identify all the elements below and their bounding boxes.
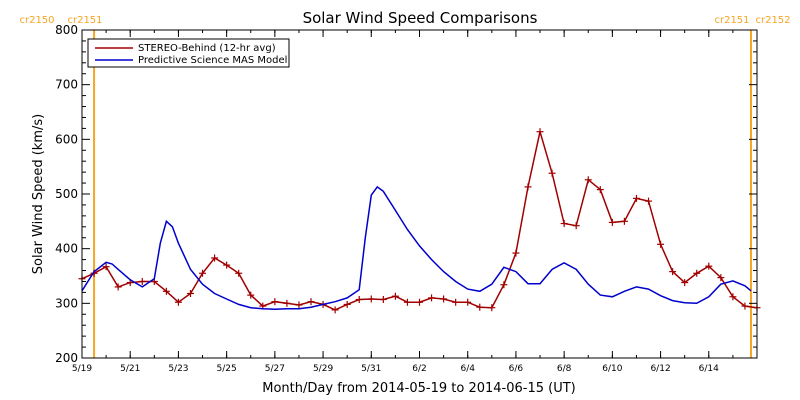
data-point-marker bbox=[391, 292, 399, 300]
data-point-marker bbox=[620, 217, 628, 225]
data-point-marker bbox=[500, 281, 508, 289]
data-point-marker bbox=[307, 298, 315, 306]
data-point-marker bbox=[138, 277, 146, 285]
data-point-marker bbox=[271, 298, 279, 306]
data-point-marker bbox=[741, 302, 749, 310]
y-axis-label: Solar Wind Speed (km/s) bbox=[31, 114, 46, 274]
data-point-marker bbox=[512, 249, 520, 257]
data-point-marker bbox=[114, 283, 122, 291]
cr-label-left-1: cr2150 bbox=[19, 15, 54, 26]
data-point-marker bbox=[247, 291, 255, 299]
data-point-marker bbox=[211, 254, 219, 262]
data-point-marker bbox=[693, 269, 701, 277]
data-point-marker bbox=[199, 269, 207, 277]
data-point-marker bbox=[355, 296, 363, 304]
x-tick-label: 5/19 bbox=[72, 364, 92, 374]
x-tick-label: 6/4 bbox=[460, 364, 475, 374]
x-tick-label: 6/14 bbox=[699, 364, 719, 374]
x-tick-label: 6/2 bbox=[412, 364, 426, 374]
x-axis-label: Month/Day from 2014-05-19 to 2014-06-15 … bbox=[262, 381, 575, 396]
y-axis: 200 300 400 500 600 700 800 bbox=[55, 23, 757, 365]
cr-label-right-2: cr2152 bbox=[755, 15, 790, 26]
carrington-labels: cr2150 cr2151 cr2151 cr2152 bbox=[19, 15, 790, 26]
y-tick-label: 400 bbox=[55, 242, 78, 256]
data-point-marker bbox=[536, 128, 544, 136]
data-point-marker bbox=[331, 306, 339, 314]
x-tick-label: 6/12 bbox=[650, 364, 670, 374]
data-point-marker bbox=[548, 169, 556, 177]
x-tick-label: 6/6 bbox=[509, 364, 524, 374]
series-line-stereo-behind bbox=[81, 131, 758, 311]
cr-label-right-1: cr2151 bbox=[714, 15, 749, 26]
x-tick-label: 5/23 bbox=[168, 364, 188, 374]
chart-title: Solar Wind Speed Comparisons bbox=[303, 9, 538, 27]
x-tick-label: 6/8 bbox=[557, 364, 572, 374]
data-point-marker bbox=[343, 300, 351, 308]
data-point-marker bbox=[488, 304, 496, 312]
legend-label-mas: Predictive Science MAS Model bbox=[138, 55, 287, 66]
x-tick-label: 6/10 bbox=[602, 364, 622, 374]
series-line-mas-model bbox=[81, 185, 752, 311]
data-point-marker bbox=[596, 186, 604, 194]
x-tick-label: 5/29 bbox=[313, 364, 333, 374]
data-point-marker bbox=[367, 295, 375, 303]
data-point-marker bbox=[403, 298, 411, 306]
y-tick-label: 600 bbox=[55, 132, 78, 146]
legend-label-stereo: STEREO-Behind (12-hr avg) bbox=[138, 43, 276, 54]
data-point-marker bbox=[174, 298, 182, 306]
plot-frame bbox=[81, 29, 758, 359]
data-point-marker bbox=[560, 220, 568, 228]
x-tick-label: 5/27 bbox=[265, 364, 285, 374]
legend: STEREO-Behind (12-hr avg) Predictive Sci… bbox=[87, 38, 290, 68]
x-tick-label: 5/31 bbox=[361, 364, 381, 374]
x-tick-label: 5/25 bbox=[217, 364, 237, 374]
data-point-marker bbox=[283, 299, 291, 307]
x-tick-label: 5/21 bbox=[120, 364, 140, 374]
data-point-marker bbox=[416, 298, 423, 306]
data-point-marker bbox=[632, 194, 640, 202]
data-point-marker bbox=[476, 303, 484, 311]
data-point-marker bbox=[608, 218, 616, 226]
data-point-marker bbox=[235, 269, 243, 277]
data-point-marker bbox=[717, 274, 725, 282]
data-point-marker bbox=[705, 262, 713, 270]
data-point-marker bbox=[669, 268, 677, 276]
data-point-marker bbox=[295, 301, 303, 309]
y-tick-label: 500 bbox=[55, 187, 78, 201]
data-point-marker bbox=[440, 295, 448, 303]
data-point-marker bbox=[428, 294, 436, 302]
data-point-marker bbox=[524, 183, 532, 191]
x-axis: 5/19 5/21 5/23 5/25 5/27 5/29 5/31 6/2 6/4 6/6 6/8… bbox=[72, 30, 758, 374]
data-point-marker bbox=[464, 298, 472, 306]
cr-label-left-2: cr2151 bbox=[67, 15, 102, 26]
data-point-marker bbox=[102, 263, 110, 271]
data-point-marker bbox=[584, 176, 592, 184]
y-tick-label: 800 bbox=[55, 23, 78, 37]
data-point-marker bbox=[657, 240, 665, 248]
data-point-marker bbox=[223, 261, 231, 269]
legend-box bbox=[87, 38, 290, 68]
plot-area bbox=[78, 30, 761, 358]
data-point-marker bbox=[452, 298, 460, 306]
y-tick-label: 200 bbox=[55, 351, 78, 365]
y-tick-label: 700 bbox=[55, 78, 78, 92]
data-point-marker bbox=[186, 289, 194, 297]
data-point-marker bbox=[572, 222, 580, 230]
data-point-marker bbox=[729, 293, 737, 301]
y-tick-label: 300 bbox=[55, 296, 78, 310]
data-point-marker bbox=[681, 279, 689, 287]
data-point-marker bbox=[162, 287, 170, 295]
data-point-marker bbox=[379, 296, 387, 304]
data-point-marker bbox=[645, 197, 653, 205]
